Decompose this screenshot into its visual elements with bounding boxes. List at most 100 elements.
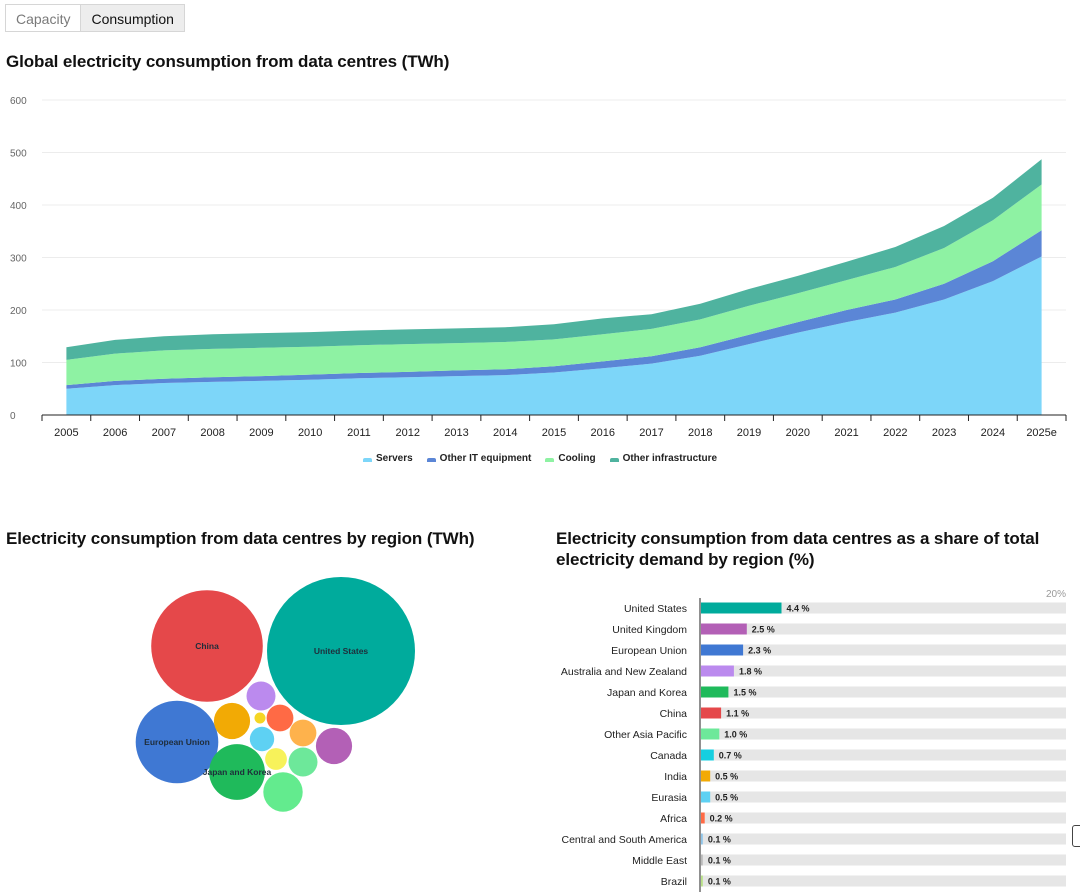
bar-category-label: Canada (650, 750, 687, 762)
bar-australia-and-new-zealand (701, 665, 734, 677)
bubble-label: European Union (144, 737, 210, 747)
legend-swatch (362, 457, 372, 462)
bubble-region-11 (249, 726, 275, 752)
legend-label: Other infrastructure (622, 453, 718, 464)
bar-value-label: 2.5 % (752, 625, 775, 635)
bar-category-label: Other Asia Pacific (604, 729, 687, 741)
x-tick-label: 2020 (786, 427, 810, 439)
bubble-chart: United States China European Union Japan an… (135, 577, 415, 812)
legend-item-other-infrastructure[interactable]: Other infrastructure (609, 453, 718, 464)
bar-central-and-south-america (701, 833, 703, 845)
bubble-circle (267, 577, 415, 725)
bubble-circle (246, 681, 276, 711)
bar-track (701, 812, 1066, 824)
scroll-handle[interactable] (1072, 825, 1080, 847)
bar-value-label: 1.8 % (739, 667, 762, 677)
bar-track (701, 791, 1066, 803)
x-tick-label: 2013 (444, 427, 468, 439)
x-tick-label: 2008 (200, 427, 224, 439)
area-series-other-infrastructure (66, 159, 1042, 360)
bubble-region-5 (213, 702, 251, 740)
bar-category-label: United States (624, 603, 687, 615)
bubble-circle (135, 700, 219, 784)
bubble-united-states: United States (267, 577, 415, 725)
legend-item-other-it-equipment[interactable]: Other IT equipment (426, 453, 531, 464)
bar-brazil (701, 875, 703, 887)
bar-eurasia (701, 791, 711, 803)
bar-track (701, 665, 1066, 677)
area-series-servers (66, 256, 1042, 415)
x-tick-label: 2025e (1026, 427, 1057, 439)
bar-value-label: 0.5 % (715, 793, 738, 803)
bubble-circle (213, 702, 251, 740)
y-tick-label: 100 (10, 359, 27, 370)
y-tick-label: 600 (10, 96, 27, 107)
bar-value-label: 0.7 % (719, 751, 742, 761)
bubble-region-4 (263, 772, 303, 812)
bar-track (701, 686, 1066, 698)
bar-track (701, 707, 1066, 719)
y-tick-label: 400 (10, 201, 27, 212)
bar-value-label: 4.4 % (787, 604, 810, 614)
bar-track (701, 644, 1066, 656)
legend-label: Servers (375, 453, 413, 464)
bubble-region-7 (246, 681, 276, 711)
x-tick-label: 2022 (883, 427, 907, 439)
bubble-region-13 (254, 712, 266, 724)
x-tick-label: 2017 (639, 427, 663, 439)
bar-track (701, 623, 1066, 635)
legend-item-servers[interactable]: Servers (362, 453, 413, 464)
x-tick-label: 2014 (493, 427, 517, 439)
y-tick-label: 0 (10, 411, 16, 422)
bubble-region-10 (289, 719, 317, 747)
bar-value-label: 0.2 % (710, 814, 733, 824)
x-max-label: 20% (1046, 589, 1066, 600)
bar-category-label: United Kingdom (612, 624, 687, 636)
x-tick-label: 2023 (932, 427, 956, 439)
bar-category-label: Central and South America (562, 834, 688, 846)
bar-track (701, 854, 1066, 866)
x-tick-label: 2015 (542, 427, 566, 439)
bar-india (701, 770, 711, 782)
bar-value-label: 1.5 % (733, 688, 756, 698)
bar-japan-and-korea (701, 686, 729, 698)
bar-value-label: 0.5 % (715, 772, 738, 782)
x-tick-label: 2019 (737, 427, 761, 439)
bar-value-label: 0.1 % (708, 856, 731, 866)
x-tick-label: 2024 (981, 427, 1005, 439)
share-bar-chart: 20% United States 4.4 % United Kingdom 2.5 %… (561, 589, 1066, 892)
bar-china (701, 707, 722, 719)
bar-other-asia-pacific (701, 728, 720, 740)
bubble-china: China (151, 590, 263, 702)
bar-value-label: 0.1 % (708, 877, 731, 887)
tab-consumption[interactable]: Consumption (81, 4, 185, 32)
x-tick-label: 2007 (152, 427, 176, 439)
legend-item-cooling[interactable]: Cooling (545, 453, 596, 464)
area-chart-legend: Servers Other IT equipment Cooling Other in… (0, 453, 1080, 464)
bubble-circle (315, 727, 353, 765)
bubble-circle (209, 744, 265, 800)
tab-capacity[interactable]: Capacity (5, 4, 82, 32)
bar-category-label: Brazil (661, 876, 687, 888)
x-tick-label: 2018 (688, 427, 712, 439)
bubble-circle (288, 747, 318, 777)
x-tick-label: 2012 (395, 427, 419, 439)
bar-united-kingdom (701, 623, 747, 635)
legend-label: Cooling (558, 453, 596, 464)
bar-category-label: India (664, 771, 687, 783)
bubble-region-8 (288, 747, 318, 777)
bubble-japan-and-korea: Japan and Korea (203, 744, 272, 800)
bar-category-label: China (660, 708, 688, 720)
bubble-circle (249, 726, 275, 752)
x-tick-label: 2011 (347, 427, 371, 439)
bubble-label: China (195, 641, 219, 651)
bubble-circle (289, 719, 317, 747)
bar-track (701, 602, 1066, 614)
bar-middle-east (701, 854, 703, 866)
bubble-region-9 (266, 704, 294, 732)
bubble-region-12 (265, 748, 287, 770)
bar-value-label: 0.1 % (708, 835, 731, 845)
area-chart-title: Global electricity consumption from data… (6, 52, 450, 71)
bubble-circle (263, 772, 303, 812)
bar-canada (701, 749, 714, 761)
